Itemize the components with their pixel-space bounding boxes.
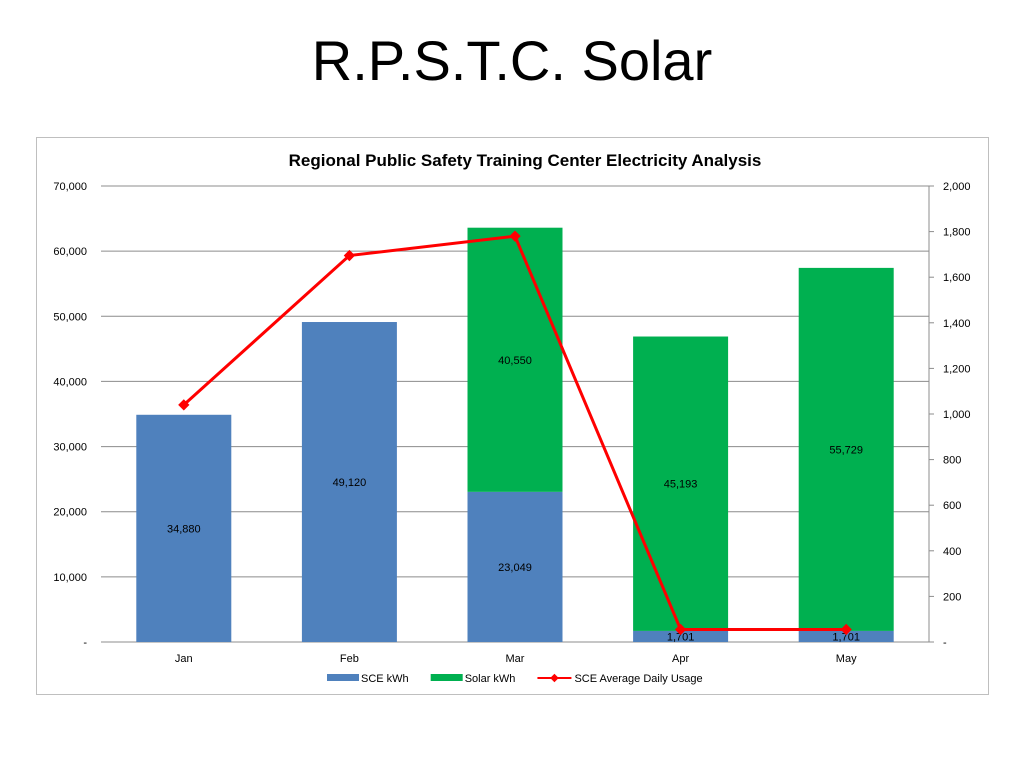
data-label: 55,729 <box>829 444 863 456</box>
bar-sce-kwh-feb <box>301 322 397 642</box>
data-label: 49,120 <box>333 477 367 489</box>
data-label: 40,550 <box>498 355 532 367</box>
chart-title: Regional Public Safety Training Center E… <box>289 151 762 170</box>
legend-label: SCE Average Daily Usage <box>574 673 702 685</box>
y-left-tick-label: 60,000 <box>53 246 87 258</box>
legend-label: Solar kWh <box>465 673 516 685</box>
y-right-tick-label: 400 <box>943 546 961 558</box>
data-label: 1,701 <box>667 631 695 643</box>
data-label: 34,880 <box>167 523 201 535</box>
data-label: 45,193 <box>664 479 698 491</box>
bar-sce-kwh-may <box>798 630 894 642</box>
chart-frame: Regional Public Safety Training Center E… <box>36 137 989 695</box>
x-tick-label: Apr <box>672 653 689 665</box>
bar-solar-kwh-may <box>798 267 894 631</box>
y-right-tick-label: 1,400 <box>943 318 971 330</box>
x-tick-label: Jan <box>175 653 193 665</box>
x-tick-label: May <box>836 653 857 665</box>
y-right-tick-label: 2,000 <box>943 181 971 193</box>
bar-sce-kwh-apr <box>633 630 729 642</box>
bar-sce-kwh-mar <box>467 491 563 642</box>
legend-swatch <box>327 674 359 681</box>
y-right-tick-label: 1,600 <box>943 272 971 284</box>
legend-swatch <box>430 674 463 681</box>
y-right-tick-label: - <box>943 637 947 649</box>
y-right-tick-label: 800 <box>943 455 961 467</box>
x-tick-label: Mar <box>506 653 525 665</box>
y-right-tick-label: 600 <box>943 500 961 512</box>
line-point <box>674 623 687 636</box>
y-right-tick-label: 1,000 <box>943 409 971 421</box>
electricity-chart: Regional Public Safety Training Center E… <box>53 151 971 685</box>
y-left-tick-label: 40,000 <box>53 376 87 388</box>
y-right-tick-label: 1,200 <box>943 363 971 375</box>
y-left-tick-label: - <box>83 637 87 649</box>
bar-solar-kwh-apr <box>633 336 729 631</box>
y-left-tick-label: 20,000 <box>53 507 87 519</box>
y-left-tick-label: 50,000 <box>53 311 87 323</box>
y-left-tick-label: 30,000 <box>53 442 87 454</box>
legend-marker <box>550 673 559 683</box>
line-point <box>178 399 190 411</box>
x-tick-label: Feb <box>340 653 359 665</box>
bar-solar-kwh-mar <box>467 227 563 492</box>
y-left-tick-label: 70,000 <box>53 181 87 193</box>
y-right-tick-label: 200 <box>943 591 961 603</box>
y-left-tick-label: 10,000 <box>53 572 87 584</box>
line-point <box>840 623 852 636</box>
y-right-tick-label: 1,800 <box>943 227 971 239</box>
bar-sce-kwh-jan <box>136 414 232 642</box>
slide-title: R.P.S.T.C. Solar <box>311 29 713 92</box>
legend-label: SCE kWh <box>361 673 409 685</box>
data-label: 23,049 <box>498 562 532 574</box>
data-label: 1,701 <box>832 631 860 643</box>
